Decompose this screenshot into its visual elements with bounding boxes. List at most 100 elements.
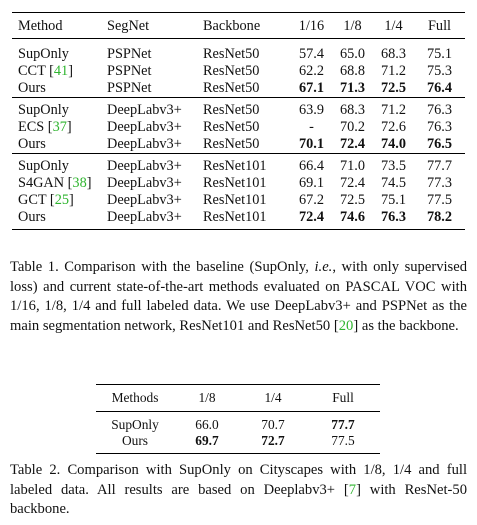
table-row: GCT [25] DeepLabv3+ ResNet101 67.2 72.5 75.1 7… bbox=[12, 192, 465, 209]
backbone-cell: ResNet50 bbox=[203, 97, 291, 119]
score-cell: 68.8 bbox=[332, 63, 373, 80]
score-cell: 71.3 bbox=[332, 80, 373, 98]
caption-1-ie: i.e. bbox=[314, 259, 333, 275]
score-cell: 76.3 bbox=[414, 119, 465, 136]
table-2-header-row: Methods 1/8 1/4 Full bbox=[96, 384, 380, 412]
score-cell: 77.5 bbox=[414, 192, 465, 209]
score-value: 72.4 bbox=[339, 175, 366, 191]
method-cell: GCT [25] bbox=[18, 192, 74, 208]
score-value: - bbox=[309, 119, 314, 135]
score-cell: 77.5 bbox=[306, 433, 380, 454]
score-value: 76.5 bbox=[426, 136, 453, 152]
score-cell: 72.7 bbox=[240, 433, 306, 454]
backbone-cell: ResNet50 bbox=[203, 46, 260, 62]
score-value: 77.7 bbox=[426, 158, 453, 174]
table-row: Ours PSPNet ResNet50 67.1 71.3 72.5 76.4 bbox=[12, 80, 465, 98]
score-value: 72.5 bbox=[339, 192, 366, 208]
backbone-cell: ResNet101 bbox=[203, 192, 267, 208]
score-value: 71.0 bbox=[339, 158, 366, 174]
score-value: 66.0 bbox=[195, 417, 219, 432]
score-value: 67.2 bbox=[298, 192, 325, 208]
score-value: 71.3 bbox=[339, 80, 366, 96]
score-value: 71.2 bbox=[380, 63, 407, 79]
method-cell: ECS [37] bbox=[18, 119, 72, 135]
score-cell: 72.5 bbox=[373, 80, 414, 98]
segnet-cell: DeepLabv3+ bbox=[107, 153, 203, 175]
score-cell: 66.4 bbox=[291, 153, 332, 175]
table-row: Ours DeepLabv3+ ResNet101 72.4 74.6 76.3 78.2 bbox=[12, 209, 465, 230]
method-cell: Ours bbox=[12, 209, 107, 230]
score-cell: 75.1 bbox=[373, 192, 414, 209]
citation-link[interactable]: 7 bbox=[348, 481, 357, 498]
backbone-cell: ResNet50 bbox=[203, 63, 260, 79]
method-cell: Ours bbox=[121, 433, 149, 448]
header-method: Method bbox=[12, 12, 107, 39]
score-cell: - bbox=[291, 119, 332, 136]
method-name: Ours bbox=[18, 136, 46, 152]
score-cell: 76.5 bbox=[414, 136, 465, 154]
score-value: 68.8 bbox=[339, 63, 366, 79]
score-cell: 74.5 bbox=[373, 175, 414, 192]
score-value: 67.1 bbox=[298, 80, 325, 96]
caption-2-text-a: Table 2. Comparison with SupOnly on City… bbox=[10, 462, 467, 498]
score-cell: 72.4 bbox=[332, 175, 373, 192]
score-cell: 77.7 bbox=[306, 412, 380, 434]
score-cell: 69.1 bbox=[291, 175, 332, 192]
score-cell: 72.4 bbox=[291, 209, 332, 230]
score-value: 72.4 bbox=[339, 136, 366, 152]
score-cell: 72.6 bbox=[373, 119, 414, 136]
score-value: 68.3 bbox=[380, 46, 407, 62]
score-value: 77.5 bbox=[331, 433, 355, 448]
score-value: 75.1 bbox=[380, 192, 407, 208]
segnet-cell: DeepLabv3+ bbox=[107, 175, 182, 191]
citation-link[interactable]: 25 bbox=[54, 192, 69, 208]
citation-link[interactable]: 38 bbox=[72, 175, 87, 191]
backbone-cell: ResNet101 bbox=[203, 209, 267, 225]
method-name: ECS bbox=[18, 119, 45, 135]
score-value: 57.4 bbox=[298, 46, 325, 62]
score-value: 65.0 bbox=[339, 46, 366, 62]
score-value: 62.2 bbox=[298, 63, 325, 79]
method-name: S4GAN bbox=[18, 175, 65, 191]
score-value: 70.2 bbox=[339, 119, 366, 135]
citation-link[interactable]: 37 bbox=[52, 119, 67, 135]
table-row: SupOnly 66.0 70.7 77.7 bbox=[96, 412, 380, 434]
table-row: S4GAN [38] DeepLabv3+ ResNet101 69.1 72.4 74.… bbox=[12, 175, 465, 192]
score-value: 76.3 bbox=[426, 102, 453, 118]
table-row: Ours 69.7 72.7 77.5 bbox=[96, 433, 380, 454]
header-methods: Methods bbox=[96, 384, 174, 412]
score-value: 75.3 bbox=[426, 63, 453, 79]
score-cell: 77.7 bbox=[414, 153, 465, 175]
header-1-4: 1/4 bbox=[240, 384, 306, 412]
score-cell: 77.3 bbox=[414, 175, 465, 192]
score-cell: 65.0 bbox=[332, 39, 373, 64]
score-cell: 70.7 bbox=[240, 412, 306, 434]
score-value: 71.2 bbox=[380, 102, 407, 118]
method-cell: SupOnly bbox=[111, 417, 159, 432]
score-cell: 70.1 bbox=[291, 136, 332, 154]
backbone-cell: ResNet101 bbox=[203, 153, 291, 175]
citation-link[interactable]: 20 bbox=[338, 317, 354, 334]
header-full: Full bbox=[306, 384, 380, 412]
score-cell: 72.5 bbox=[332, 192, 373, 209]
table-1-body: SupOnly PSPNet ResNet50 57.4 65.0 68.3 75.1 CCT… bbox=[12, 39, 465, 230]
header-1-4: 1/4 bbox=[373, 12, 414, 39]
method-cell: CCT [41] bbox=[18, 63, 73, 79]
score-cell: 62.2 bbox=[291, 63, 332, 80]
score-cell: 74.6 bbox=[332, 209, 373, 230]
citation-link[interactable]: 41 bbox=[53, 63, 69, 79]
header-full: Full bbox=[414, 12, 465, 39]
segnet-cell: PSPNet bbox=[107, 46, 152, 62]
score-value: 78.2 bbox=[426, 209, 453, 225]
table-2: Methods 1/8 1/4 Full SupOnly 66.0 70.7 77.7… bbox=[96, 384, 380, 454]
table-2-body: SupOnly 66.0 70.7 77.7 Ours 69.7 72.7 77.5 bbox=[96, 412, 380, 454]
score-value: 72.6 bbox=[380, 119, 407, 135]
score-value: 74.5 bbox=[380, 175, 407, 191]
score-value: 72.7 bbox=[261, 433, 285, 448]
table-row: CCT [41] PSPNet ResNet50 62.2 68.8 71.2 75.3 bbox=[12, 63, 465, 80]
score-cell: 72.4 bbox=[332, 136, 373, 154]
score-value: 76.4 bbox=[426, 80, 453, 96]
segnet-cell: DeepLabv3+ bbox=[107, 119, 182, 135]
backbone-cell: ResNet50 bbox=[203, 119, 260, 135]
table-2-caption: Table 2. Comparison with SupOnly on City… bbox=[10, 462, 467, 517]
